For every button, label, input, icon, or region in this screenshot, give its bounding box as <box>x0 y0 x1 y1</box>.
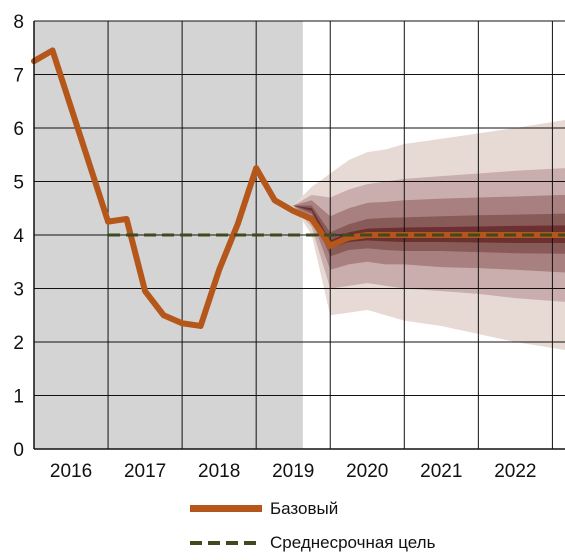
x-tick-label: 2021 <box>420 461 462 482</box>
y-tick-label: 3 <box>13 280 24 301</box>
x-tick-label: 2019 <box>272 461 314 482</box>
y-tick-label: 2 <box>13 333 24 354</box>
y-tick-label: 8 <box>13 12 24 33</box>
legend-label-target: Среднесрочная цель <box>270 533 436 552</box>
legend: Базовый Среднесрочная цель <box>190 492 435 560</box>
x-tick-label: 2020 <box>346 461 388 482</box>
legend-label-base: Базовый <box>270 499 339 518</box>
x-tick-label: 2016 <box>50 461 92 482</box>
legend-item-base: Базовый <box>190 492 435 526</box>
y-tick-label: 5 <box>13 173 24 194</box>
y-tick-label: 7 <box>13 66 24 87</box>
x-tick-label: 2017 <box>124 461 166 482</box>
y-tick-label: 4 <box>13 226 24 247</box>
legend-item-target: Среднесрочная цель <box>190 526 435 560</box>
series-lines <box>31 47 565 329</box>
x-tick-label: 2022 <box>494 461 536 482</box>
x-tick-label: 2018 <box>198 461 240 482</box>
legend-swatch-target <box>190 533 262 553</box>
axes <box>33 21 565 450</box>
y-tick-label: 1 <box>13 387 24 408</box>
y-tick-label: 0 <box>13 440 24 461</box>
legend-swatch-base <box>190 499 262 519</box>
tick-labels: 0 1 2 3 4 5 6 7 8 2016 2017 2018 2019 2020 2021 2022 <box>13 12 536 482</box>
y-tick-label: 6 <box>13 119 24 140</box>
